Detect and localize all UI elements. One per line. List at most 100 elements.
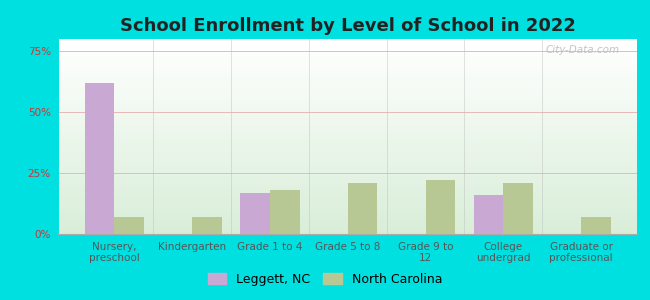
Bar — [58, 49, 637, 51]
Bar — [58, 123, 637, 125]
Legend: Leggett, NC, North Carolina: Leggett, NC, North Carolina — [203, 268, 447, 291]
Bar — [58, 86, 637, 88]
Bar — [58, 181, 637, 183]
Bar — [58, 105, 637, 107]
Bar — [58, 220, 637, 222]
Bar — [58, 88, 637, 90]
Bar — [58, 142, 637, 144]
Bar — [58, 84, 637, 86]
Bar — [58, 113, 637, 115]
Bar — [58, 193, 637, 195]
Bar — [58, 66, 637, 68]
Bar — [58, 127, 637, 129]
Text: City-Data.com: City-Data.com — [545, 45, 619, 55]
Bar — [58, 152, 637, 154]
Bar — [58, 72, 637, 74]
Bar — [58, 45, 637, 47]
Bar — [58, 70, 637, 72]
Bar — [84, 83, 114, 234]
Bar — [58, 125, 637, 127]
Bar — [58, 228, 637, 230]
Bar — [58, 191, 637, 193]
Bar — [58, 176, 637, 177]
Bar — [58, 218, 637, 220]
Bar — [58, 148, 637, 150]
Bar — [58, 160, 637, 162]
Bar — [581, 217, 611, 234]
Bar — [58, 199, 637, 201]
Bar — [58, 64, 637, 66]
Bar — [58, 183, 637, 185]
Bar — [58, 90, 637, 92]
Bar — [58, 51, 637, 53]
Bar — [58, 209, 637, 211]
Bar — [58, 230, 637, 232]
Bar — [58, 232, 637, 234]
Bar — [192, 217, 222, 234]
Bar — [58, 130, 637, 133]
Bar — [58, 226, 637, 228]
Bar — [474, 195, 503, 234]
Bar — [58, 150, 637, 152]
Bar — [426, 180, 455, 234]
Bar — [58, 94, 637, 95]
Bar — [58, 95, 637, 98]
Bar — [58, 121, 637, 123]
Bar — [58, 107, 637, 109]
Bar — [58, 55, 637, 56]
Bar — [58, 103, 637, 105]
Bar — [58, 189, 637, 191]
Bar — [58, 100, 637, 101]
Bar — [58, 156, 637, 158]
Bar — [58, 119, 637, 121]
Bar — [58, 109, 637, 111]
Bar — [58, 56, 637, 58]
Title: School Enrollment by Level of School in 2022: School Enrollment by Level of School in … — [120, 17, 576, 35]
Bar — [58, 82, 637, 84]
Bar — [58, 140, 637, 142]
Bar — [58, 179, 637, 181]
Bar — [348, 183, 377, 234]
Bar — [58, 144, 637, 146]
Bar — [58, 58, 637, 60]
Bar — [114, 217, 144, 234]
Bar — [58, 41, 637, 43]
Bar — [58, 214, 637, 217]
Bar — [58, 154, 637, 156]
Bar — [58, 74, 637, 76]
Bar — [58, 98, 637, 100]
Bar — [58, 170, 637, 172]
Bar — [58, 146, 637, 148]
Bar — [58, 212, 637, 214]
Bar — [58, 111, 637, 113]
Bar — [58, 173, 637, 175]
Bar — [58, 78, 637, 80]
Bar — [58, 39, 637, 41]
Bar — [58, 168, 637, 170]
Bar — [240, 193, 270, 234]
Bar — [58, 62, 637, 64]
Bar — [58, 53, 637, 55]
Bar — [58, 101, 637, 103]
Bar — [58, 166, 637, 168]
Bar — [58, 133, 637, 134]
Bar — [58, 129, 637, 130]
Bar — [58, 205, 637, 207]
Bar — [58, 222, 637, 224]
Bar — [58, 207, 637, 209]
Bar — [58, 115, 637, 117]
Bar — [58, 195, 637, 197]
Bar — [58, 136, 637, 138]
Bar — [58, 134, 637, 136]
Bar — [58, 177, 637, 179]
Bar — [58, 201, 637, 203]
Bar — [270, 190, 300, 234]
Bar — [58, 117, 637, 119]
Bar — [58, 197, 637, 199]
Bar — [58, 187, 637, 189]
Bar — [58, 92, 637, 94]
Bar — [58, 76, 637, 78]
Bar — [58, 60, 637, 62]
Bar — [58, 162, 637, 164]
Bar — [58, 138, 637, 140]
